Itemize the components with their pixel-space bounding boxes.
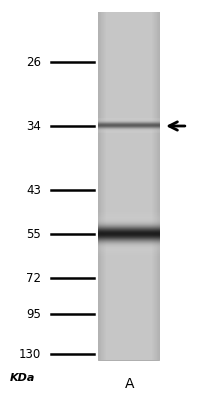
Text: 130: 130 [19, 348, 41, 360]
Text: 72: 72 [26, 272, 41, 284]
Text: 34: 34 [26, 120, 41, 132]
Text: A: A [125, 377, 134, 391]
FancyBboxPatch shape [98, 12, 159, 360]
Text: 43: 43 [26, 184, 41, 196]
Text: 55: 55 [26, 228, 41, 240]
Text: 95: 95 [26, 308, 41, 320]
Text: 26: 26 [26, 56, 41, 68]
Text: KDa: KDa [10, 373, 35, 383]
